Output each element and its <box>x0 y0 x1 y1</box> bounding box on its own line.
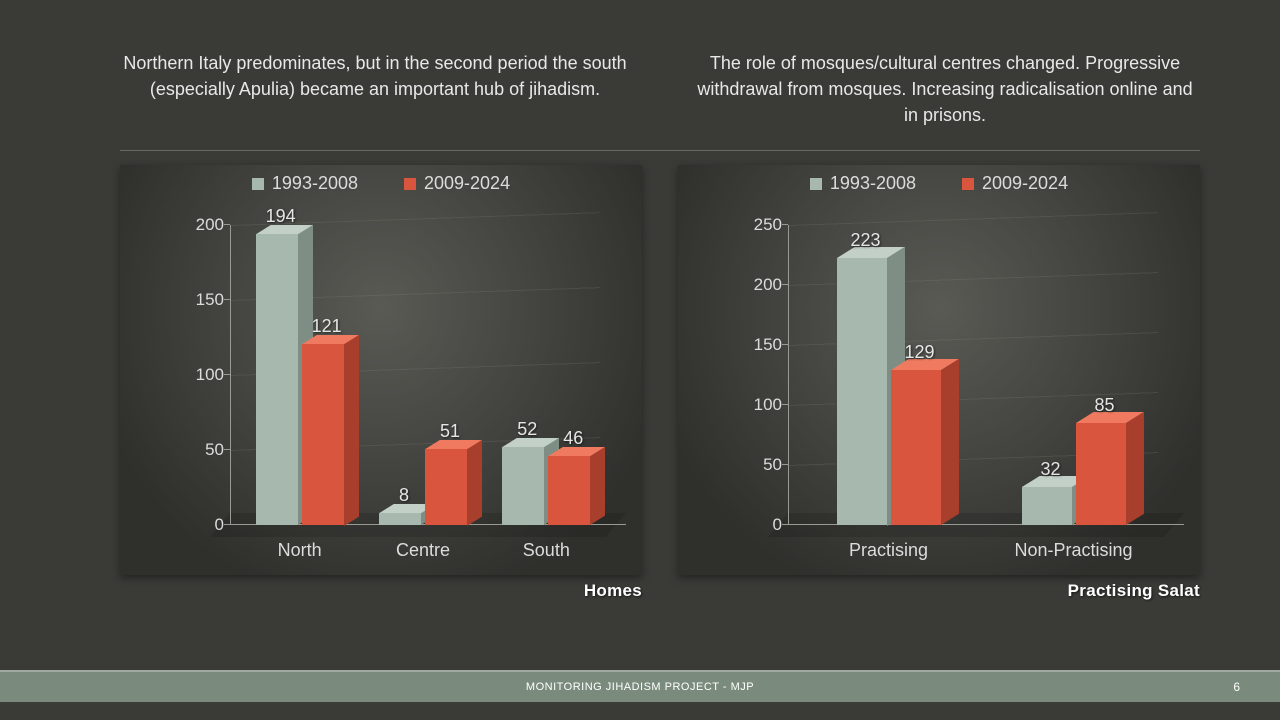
bar-value-label: 85 <box>1070 395 1140 416</box>
chart-title: Homes <box>120 581 642 601</box>
bar-value-label: 51 <box>419 421 481 442</box>
bar-value-label: 223 <box>831 230 901 251</box>
legend-label: 1993-2008 <box>830 173 916 194</box>
legend-swatch-icon <box>252 178 264 190</box>
caption-right: The role of mosques/cultural centres cha… <box>690 50 1200 128</box>
bar-groups: 223129Practising 3285Non-Practising <box>796 225 1166 525</box>
y-tick-label: 50 <box>170 440 224 460</box>
chart-practising-salat: 1993-2008 2009-2024 223129Practising3285… <box>678 165 1200 575</box>
y-tick-label: 200 <box>728 275 782 295</box>
legend-label: 1993-2008 <box>272 173 358 194</box>
y-tick-label: 250 <box>728 215 782 235</box>
legend-swatch-icon <box>404 178 416 190</box>
y-axis <box>788 225 789 525</box>
legend-swatch-icon <box>962 178 974 190</box>
bar-group: 194121North <box>256 234 344 525</box>
bar-value-label: 46 <box>542 428 604 449</box>
y-tick-mark <box>782 224 788 225</box>
bar: 223 <box>837 258 887 526</box>
bar: 32 <box>1022 487 1072 525</box>
y-tick-mark <box>782 464 788 465</box>
y-tick-label: 0 <box>728 515 782 535</box>
y-tick-label: 0 <box>170 515 224 535</box>
bar: 85 <box>1076 423 1126 525</box>
legend-item: 2009-2024 <box>404 173 510 194</box>
y-tick-mark <box>224 224 230 225</box>
chart-title: Practising Salat <box>678 581 1200 601</box>
legend: 1993-2008 2009-2024 <box>120 173 642 194</box>
y-tick-mark <box>782 524 788 525</box>
bar: 51 <box>425 449 467 526</box>
y-axis <box>230 225 231 525</box>
y-tick-mark <box>782 404 788 405</box>
x-category-label: Centre <box>396 540 450 561</box>
y-tick-label: 150 <box>170 290 224 310</box>
legend-item: 2009-2024 <box>962 173 1068 194</box>
chart-homes: 1993-2008 2009-2024 194121North851Centre… <box>120 165 642 575</box>
y-tick-label: 200 <box>170 215 224 235</box>
legend-item: 1993-2008 <box>810 173 916 194</box>
x-category-label: Non-Practising <box>1014 540 1132 561</box>
legend: 1993-2008 2009-2024 <box>678 173 1200 194</box>
bar-value-label: 129 <box>885 342 955 363</box>
footer-bar: MONITORING JIHADISM PROJECT - MJP 6 <box>0 670 1280 702</box>
y-tick-mark <box>782 284 788 285</box>
caption-left: Northern Italy predominates, but in the … <box>120 50 630 128</box>
legend-label: 2009-2024 <box>982 173 1068 194</box>
plot-area: 223129Practising3285Non-Practising 05010… <box>748 225 1184 525</box>
bar: 194 <box>256 234 298 525</box>
y-tick-label: 150 <box>728 335 782 355</box>
bar-group: 851Centre <box>379 449 467 526</box>
footer-page-number: 6 <box>1233 680 1240 694</box>
bar-group: 3285Non-Practising <box>1022 423 1126 525</box>
bar: 46 <box>548 456 590 525</box>
bar-groups: 194121North851Centre5246South <box>238 225 608 525</box>
footer-project: MONITORING JIHADISM PROJECT - MJP <box>0 681 1280 693</box>
x-category-label: South <box>523 540 570 561</box>
legend-swatch-icon <box>810 178 822 190</box>
y-tick-label: 100 <box>728 395 782 415</box>
y-tick-mark <box>224 374 230 375</box>
bar: 121 <box>302 344 344 526</box>
x-category-label: Practising <box>849 540 928 561</box>
bar-group: 223129Practising <box>837 258 941 526</box>
bar-value-label: 194 <box>250 206 312 227</box>
x-category-label: North <box>278 540 322 561</box>
legend-item: 1993-2008 <box>252 173 358 194</box>
y-tick-label: 50 <box>728 455 782 475</box>
captions-row: Northern Italy predominates, but in the … <box>120 50 1200 128</box>
y-tick-mark <box>782 344 788 345</box>
y-tick-mark <box>224 449 230 450</box>
bar-group: 5246South <box>502 447 590 525</box>
bar-value-label: 121 <box>296 316 358 337</box>
bar: 129 <box>891 370 941 525</box>
divider <box>120 150 1200 151</box>
y-tick-mark <box>224 299 230 300</box>
plot-area: 194121North851Centre5246South 0501001502… <box>190 225 626 525</box>
bar: 8 <box>379 513 421 525</box>
legend-label: 2009-2024 <box>424 173 510 194</box>
y-tick-label: 100 <box>170 365 224 385</box>
y-tick-mark <box>224 524 230 525</box>
bar: 52 <box>502 447 544 525</box>
